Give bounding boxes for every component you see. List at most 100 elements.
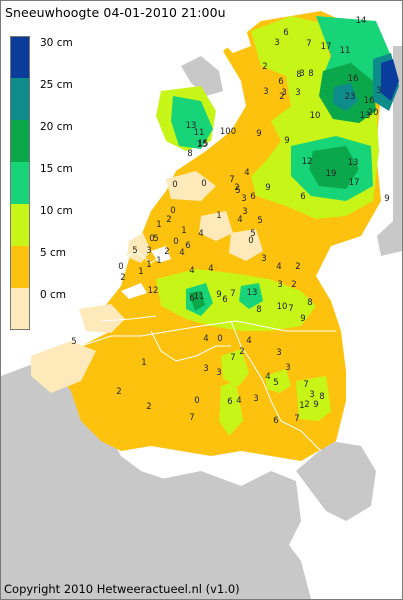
station-value: 1: [146, 260, 151, 270]
station-value: 2: [234, 183, 239, 193]
station-value: 16: [348, 74, 359, 84]
station-value: 7: [230, 289, 235, 299]
station-value: 5: [257, 216, 262, 226]
legend-swatch: [10, 246, 30, 288]
station-value: 3: [146, 246, 151, 256]
station-value: 5: [132, 246, 137, 256]
station-value: 7: [230, 353, 235, 363]
station-value: 6: [300, 192, 305, 202]
station-value: 2: [304, 400, 309, 410]
station-value: 19: [326, 169, 337, 179]
station-value: 3: [299, 69, 304, 79]
station-value: 2: [295, 262, 300, 272]
station-value: 3: [295, 88, 300, 98]
legend-item: 15 cm: [10, 162, 82, 204]
station-value: 12: [302, 157, 313, 167]
station-value: 5: [153, 234, 158, 244]
station-value: 2: [146, 402, 151, 412]
station-value: 6: [273, 416, 278, 426]
station-value: 5: [235, 186, 240, 196]
legend-swatch: [10, 36, 30, 78]
station-value: 6: [283, 28, 288, 38]
station-value: 0: [194, 396, 199, 406]
station-value: 10: [277, 302, 288, 312]
station-value: 0: [172, 180, 177, 190]
legend: 30 cm 25 cm 20 cm 15 cm 10 cm 5 cm 0 cm: [10, 36, 82, 330]
legend-swatch: [10, 162, 30, 204]
station-value: 15: [197, 140, 208, 150]
station-value: 0: [173, 237, 178, 247]
station-value: 3: [376, 86, 381, 96]
station-value: 4: [276, 262, 281, 272]
station-value: 8: [256, 305, 261, 315]
legend-label: 30 cm: [40, 37, 73, 49]
legend-swatch: [10, 78, 30, 120]
station-value: 8: [308, 69, 313, 79]
station-value: 7: [229, 175, 234, 185]
station-value: 1: [156, 256, 161, 266]
legend-label: 20 cm: [40, 121, 73, 133]
station-value: 4: [189, 266, 194, 276]
station-value: 13: [348, 158, 359, 168]
station-value: 3: [274, 38, 279, 48]
station-value: 4: [198, 229, 203, 239]
station-value: 1: [216, 211, 221, 221]
station-value: 4: [208, 264, 213, 274]
station-value: 7: [189, 413, 194, 423]
legend-item: 0 cm: [10, 288, 82, 330]
station-value: 3: [242, 207, 247, 217]
snow-zone-0cm: [31, 171, 263, 393]
station-value: 6: [250, 192, 255, 202]
station-value: 7: [306, 39, 311, 49]
station-value: 3: [281, 88, 286, 98]
station-value: 11: [340, 46, 351, 56]
legend-item: 20 cm: [10, 120, 82, 162]
station-value: 13: [247, 288, 258, 298]
legend-swatch: [10, 120, 30, 162]
station-value: 7: [303, 380, 308, 390]
station-value: 1: [156, 220, 161, 230]
station-value: 3: [261, 254, 266, 264]
legend-label: 10 cm: [40, 205, 73, 217]
station-value: 9: [384, 194, 389, 204]
station-value: 2: [239, 347, 244, 357]
station-value: 8: [307, 298, 312, 308]
station-value: 0: [217, 334, 222, 344]
station-value: 4: [244, 168, 249, 178]
station-value: 1: [299, 401, 304, 411]
station-value: 17: [321, 42, 332, 52]
station-value: 2: [262, 62, 267, 72]
station-value: 1: [138, 267, 143, 277]
station-value: 17: [349, 178, 360, 188]
station-value: 13: [360, 111, 371, 121]
station-value: 4: [179, 248, 184, 258]
legend-item: 30 cm: [10, 36, 82, 78]
station-value: 9: [313, 400, 318, 410]
station-value: 14: [356, 16, 367, 26]
station-value: 13: [186, 121, 197, 131]
station-value: 1: [181, 226, 186, 236]
copyright-footer: Copyright 2010 Hetweeractueel.nl (v1.0): [4, 582, 240, 596]
station-value: 2: [279, 92, 284, 102]
station-value: 3: [253, 394, 258, 404]
station-value: 1: [141, 358, 146, 368]
legend-swatch: [10, 204, 30, 246]
station-value: 6: [189, 294, 194, 304]
station-value: 4: [246, 336, 251, 346]
station-value: 20: [368, 108, 379, 118]
station-value: 2: [166, 215, 171, 225]
station-value: 9: [284, 136, 289, 146]
map-title: Sneeuwhoogte 04-01-2010 21:00u: [5, 5, 226, 20]
sea-gaps: [121, 29, 251, 299]
station-value: 5: [71, 337, 76, 347]
station-value: 12: [148, 286, 159, 296]
legend-item: 5 cm: [10, 246, 82, 288]
station-value: 3: [277, 280, 282, 290]
station-value: 3: [241, 194, 246, 204]
legend-label: 15 cm: [40, 163, 73, 175]
station-value: 8: [296, 70, 301, 80]
station-value: 9: [300, 314, 305, 324]
